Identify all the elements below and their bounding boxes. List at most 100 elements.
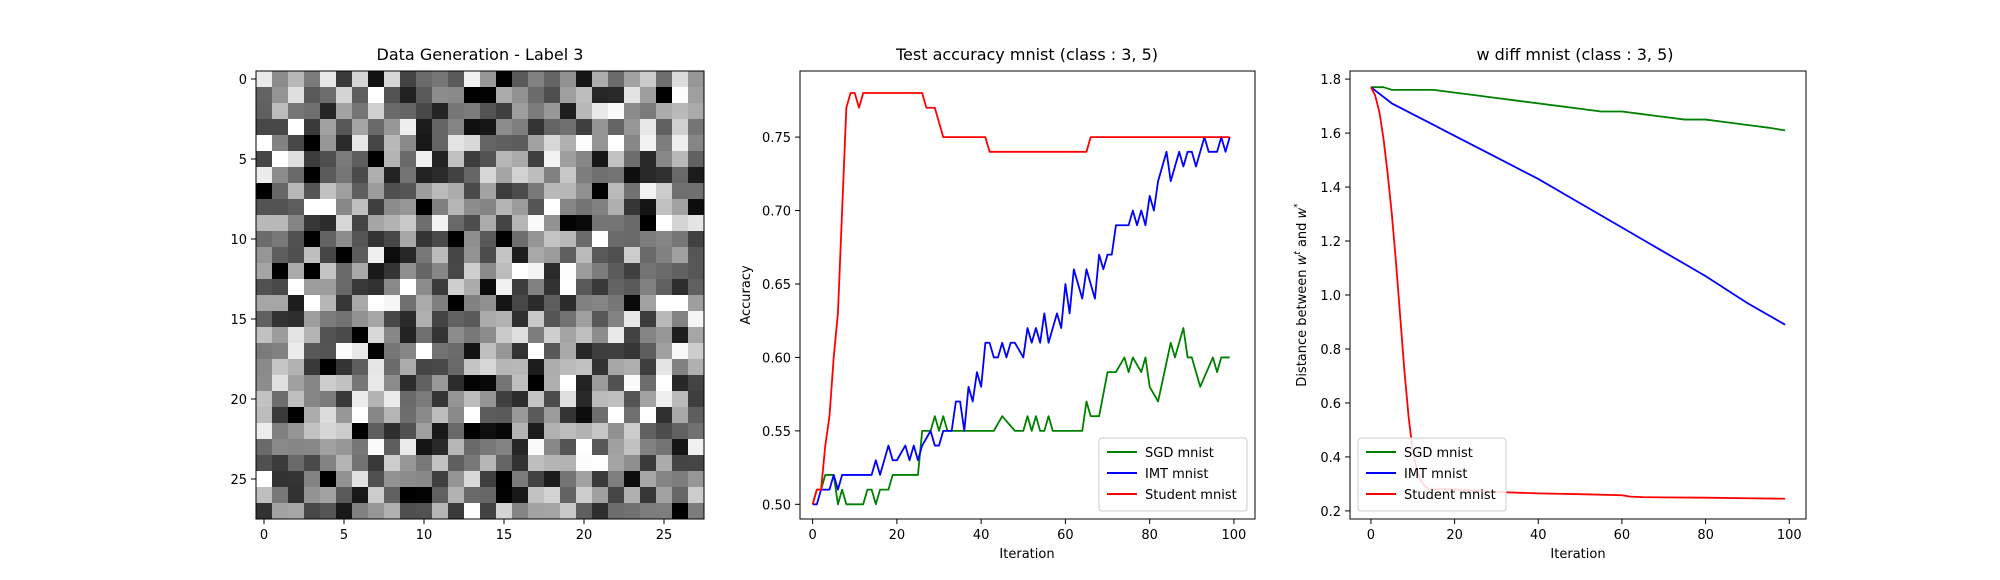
heatmap-cell — [416, 455, 433, 472]
heatmap-ytick-label: 5 — [239, 153, 247, 168]
ytick-label: 1.2 — [1320, 235, 1341, 250]
heatmap-cell — [448, 391, 465, 408]
heatmap-cell — [384, 279, 401, 296]
heatmap-cell — [368, 375, 385, 392]
heatmap-cell — [560, 247, 577, 264]
heatmap-cell — [464, 119, 481, 136]
heatmap-cell — [672, 439, 689, 456]
heatmap-cell — [608, 183, 625, 200]
heatmap-cell — [576, 327, 593, 344]
heatmap-cell — [288, 247, 305, 264]
heatmap-cell — [688, 311, 705, 328]
heatmap-cell — [432, 311, 449, 328]
heatmap-cell — [624, 183, 641, 200]
heatmap-cell — [496, 343, 513, 360]
heatmap-cell — [480, 311, 497, 328]
heatmap-cell — [496, 151, 513, 168]
heatmap-cell — [656, 503, 673, 520]
ytick-label: 0.50 — [762, 498, 791, 513]
heatmap-cell — [480, 199, 497, 216]
heatmap-cell — [336, 119, 353, 136]
heatmap-cell — [608, 487, 625, 504]
heatmap-cell — [576, 343, 593, 360]
heatmap-cell — [384, 167, 401, 184]
heatmap-cell — [688, 231, 705, 248]
heatmap-cell — [304, 487, 321, 504]
heatmap-cell — [688, 407, 705, 424]
heatmap-cell — [640, 183, 657, 200]
heatmap-cell — [448, 183, 465, 200]
heatmap-cell — [320, 231, 337, 248]
heatmap-cell — [432, 455, 449, 472]
heatmap-cell — [656, 295, 673, 312]
heatmap-cell — [528, 423, 545, 440]
heatmap-cell — [592, 343, 609, 360]
heatmap-cell — [496, 487, 513, 504]
xtick-label: 0 — [808, 528, 816, 543]
heatmap-cell — [592, 311, 609, 328]
heatmap-cell — [544, 215, 561, 232]
heatmap-cell — [384, 151, 401, 168]
heatmap-cell — [416, 439, 433, 456]
heatmap-cell — [592, 215, 609, 232]
heatmap-cell — [528, 439, 545, 456]
heatmap-cell — [432, 295, 449, 312]
heatmap-cell — [640, 103, 657, 120]
heatmap-cell — [592, 183, 609, 200]
heatmap-cell — [528, 167, 545, 184]
heatmap-cell — [288, 455, 305, 472]
heatmap-cell — [416, 311, 433, 328]
heatmap-cell — [400, 103, 417, 120]
heatmap-xtick-label: 5 — [340, 528, 348, 543]
wdiff-legend: SGD mnist IMT mnist Student mnist — [1357, 437, 1507, 512]
heatmap-cell — [464, 71, 481, 88]
heatmap-cell — [272, 199, 289, 216]
heatmap-cell — [368, 151, 385, 168]
heatmap-cell — [432, 183, 449, 200]
heatmap-cell — [672, 183, 689, 200]
heatmap-cell — [400, 423, 417, 440]
heatmap-cell — [496, 87, 513, 104]
heatmap-cell — [352, 231, 369, 248]
heatmap-cell — [464, 199, 481, 216]
heatmap-cell — [320, 151, 337, 168]
heatmap-cell — [288, 135, 305, 152]
heatmap-cell — [288, 343, 305, 360]
heatmap-cell — [464, 135, 481, 152]
heatmap-cell — [320, 87, 337, 104]
heatmap-cell — [496, 263, 513, 280]
heatmap-cell — [336, 503, 353, 520]
xtick-label: 60 — [1057, 528, 1074, 543]
heatmap-cell — [640, 87, 657, 104]
heatmap-cell — [272, 183, 289, 200]
heatmap-cell — [304, 135, 321, 152]
heatmap-cell — [592, 87, 609, 104]
heatmap-cell — [672, 263, 689, 280]
accuracy-ticks: 0 20 40 60 80 100 0.50 0.55 0.60 0.65 0.70 0.75 — [762, 131, 1246, 543]
heatmap-cell — [656, 375, 673, 392]
heatmap-cell — [400, 343, 417, 360]
heatmap-cell — [272, 359, 289, 376]
ytick-label: 1.0 — [1320, 289, 1341, 304]
wdiff-ylabel-sup1: t — [1293, 251, 1303, 255]
heatmap-cell — [400, 215, 417, 232]
heatmap-cell — [256, 103, 273, 120]
heatmap-cell — [608, 87, 625, 104]
heatmap-cell — [608, 455, 625, 472]
heatmap-cell — [688, 167, 705, 184]
heatmap-cell — [464, 231, 481, 248]
heatmap-cell — [512, 167, 529, 184]
heatmap-cell — [656, 167, 673, 184]
heatmap-cell — [400, 247, 417, 264]
heatmap-cell — [304, 71, 321, 88]
heatmap-cell — [560, 167, 577, 184]
heatmap-cell — [416, 359, 433, 376]
heatmap-cell — [272, 455, 289, 472]
heatmap-cell — [480, 407, 497, 424]
heatmap-cell — [368, 215, 385, 232]
heatmap-cell — [544, 375, 561, 392]
heatmap-cell — [368, 199, 385, 216]
heatmap-cell — [464, 167, 481, 184]
heatmap-cell — [384, 183, 401, 200]
heatmap-cell — [656, 471, 673, 488]
